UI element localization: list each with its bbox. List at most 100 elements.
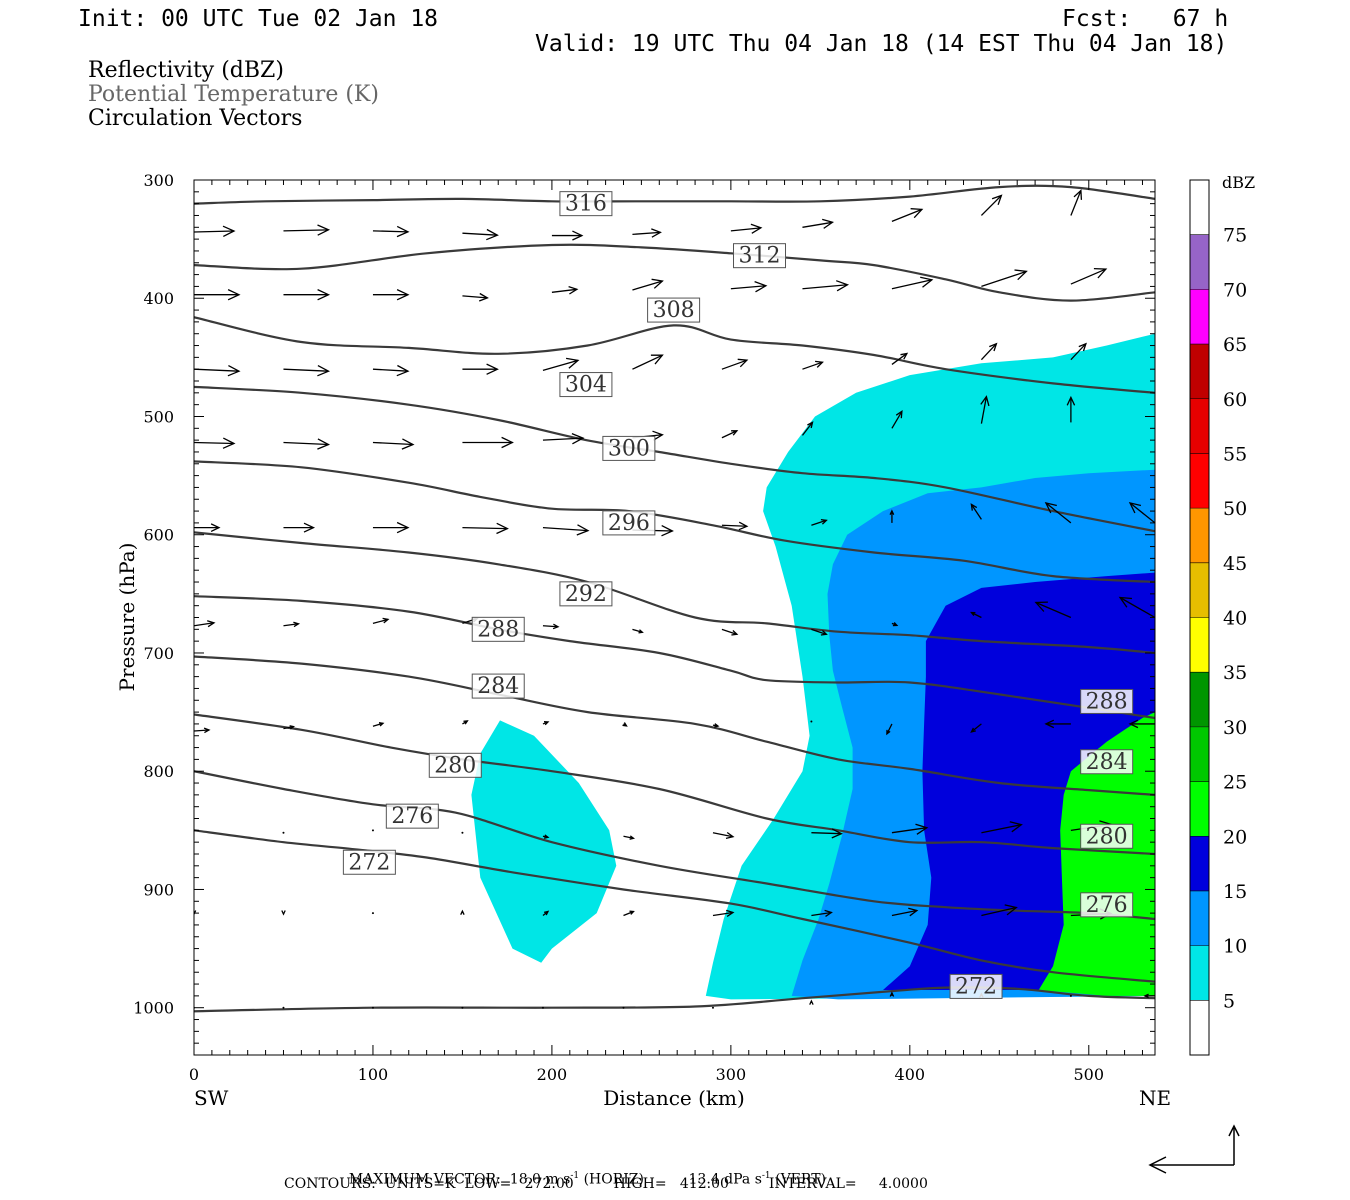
circulation-vector [461, 831, 464, 834]
vector-head [889, 991, 895, 997]
vector-head [629, 835, 636, 840]
circulation-vector [372, 521, 410, 534]
vector-head [1066, 395, 1076, 406]
isentrope-label-308: 308 [647, 297, 701, 323]
colorbar-swatch-10 [1190, 890, 1209, 946]
circulation-vector [1066, 395, 1076, 423]
circulation-vector [980, 194, 1003, 216]
circulation-vector [1070, 267, 1108, 285]
circulation-vector [891, 352, 909, 365]
vector-head [317, 438, 331, 450]
circulation-vector [551, 285, 579, 295]
circulation-vector [711, 1006, 714, 1009]
colorbar-swatch-5 [1190, 945, 1209, 1001]
circulation-vector [542, 524, 590, 536]
circulation-vector [811, 628, 828, 636]
circulation-vector [1070, 342, 1087, 361]
vector-dot [371, 1006, 374, 1009]
vector-shaft [712, 911, 734, 917]
isentrope-label-300: 300 [602, 435, 656, 461]
circulation-vector [730, 280, 768, 293]
vector-head [661, 525, 674, 537]
vector-shaft [802, 221, 833, 228]
circulation-vector [632, 278, 664, 291]
isentrope-label-316: 316 [559, 191, 613, 217]
vector-head [401, 438, 415, 450]
vector-head [889, 509, 895, 515]
vector-head [565, 357, 580, 369]
circulation-vector [371, 1006, 374, 1009]
y-tick-label: 500 [143, 407, 174, 426]
colorbar-label: 45 [1223, 553, 1247, 575]
circulation-vector [886, 723, 893, 736]
x-tick-label: 200 [537, 1065, 568, 1084]
circulation-vector [462, 363, 499, 375]
circulation-vector [809, 999, 814, 1005]
vector-head [892, 622, 899, 627]
vector-head [463, 720, 469, 725]
vector-head [629, 910, 635, 915]
vector-head [1128, 719, 1139, 729]
x-tick-label: 300 [716, 1065, 747, 1084]
isentrope-288k [194, 655, 1155, 796]
vector-shaft [623, 910, 634, 917]
isentrope-label-text: 296 [608, 511, 650, 536]
vector-head [831, 828, 843, 839]
colorbar: 5 10 15 20 25 30 35 40 45 50 55 60 65 70 75 [1189, 179, 1247, 1056]
vector-head [910, 208, 924, 219]
vector-shaft [980, 343, 997, 361]
isentrope-label-text: 272 [348, 850, 390, 875]
vector-shaft [891, 352, 908, 365]
vector-head [731, 630, 739, 636]
vector-head [571, 432, 585, 445]
isentrope-label-box [342, 849, 396, 875]
circulation-vector [194, 365, 241, 377]
isentrope-label-box [1080, 749, 1134, 775]
isentrope-label-box [471, 616, 525, 642]
vector-shaft [891, 827, 928, 834]
vector-head [900, 352, 909, 360]
circulation-vector [372, 289, 410, 301]
vector-dot [1069, 994, 1072, 997]
circulation-vector [281, 910, 286, 916]
isentrope-layer [194, 184, 1155, 1013]
vector-shaft [730, 227, 761, 232]
vector-head [576, 524, 590, 536]
vector-head [970, 611, 976, 617]
y-axis-title: Pressure (hPa) [115, 543, 139, 692]
vector-head [552, 623, 560, 630]
isentrope-300k [194, 460, 1155, 584]
vector-head [1118, 596, 1133, 608]
vector-head [289, 725, 296, 730]
isentrope-label-box [1080, 892, 1134, 918]
vector-head [543, 721, 550, 726]
vector-head [895, 409, 903, 419]
legend-circulation-vectors: Circulation Vectors [88, 106, 303, 131]
circulation-vector [802, 218, 835, 229]
vector-head [824, 909, 833, 917]
vector-head [207, 620, 216, 628]
circulation-vector [462, 228, 499, 241]
vector-head [194, 910, 197, 916]
vector-shaft [1035, 601, 1072, 619]
circulation-vector [542, 910, 550, 916]
circulation-vector [542, 623, 560, 630]
vector-head [651, 228, 662, 238]
vector-head [210, 523, 221, 532]
vector-head [754, 280, 768, 293]
circulation-vector [372, 438, 415, 450]
colorbar-title: dBZ [1222, 173, 1255, 192]
contours-info: CONTOURS: UNITS=K LOW= 272.00 HIGH= 412.… [284, 1176, 928, 1192]
circulation-vector [889, 509, 895, 523]
y-tick-label: 700 [143, 644, 174, 663]
isentrope-label-292: 292 [559, 581, 613, 607]
circulation-vector [371, 829, 374, 832]
circulation-vector [632, 354, 664, 370]
isentrope-label-right-284: 284 [1080, 749, 1134, 775]
vector-head [822, 218, 835, 229]
circulation-vector [460, 909, 465, 915]
vector-head [222, 225, 236, 237]
y-tick-label: 600 [143, 526, 174, 545]
vector-shaft [980, 195, 1002, 216]
circulation-vector [283, 224, 331, 236]
